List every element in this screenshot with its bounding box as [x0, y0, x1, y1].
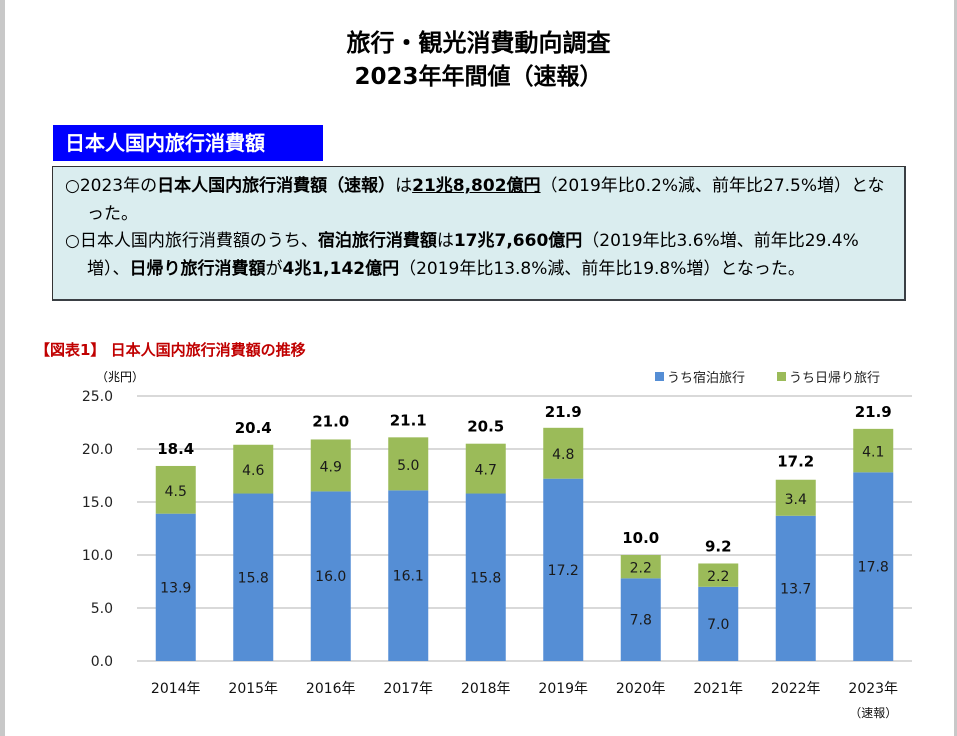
data-label-overnight: 16.0 [315, 569, 346, 585]
bar-segment-day-trip [388, 437, 429, 491]
data-label-overnight: 17.2 [548, 563, 579, 579]
data-label-overnight: 7.8 [630, 613, 652, 629]
data-label-overnight: 13.9 [160, 580, 191, 596]
x-tick-note: （速報） [849, 706, 897, 720]
y-tick-label: 10.0 [82, 548, 113, 564]
summary-text: は [436, 231, 454, 251]
bar-segment-overnight [853, 472, 894, 661]
summary-text: （2019年比13.8%減、前年比19.8%増）となった。 [399, 258, 805, 279]
total-label: 21.1 [390, 411, 427, 429]
data-label-overnight: 16.1 [393, 569, 424, 585]
x-tick-label: 2014年 [151, 681, 201, 697]
bar-segment-overnight [388, 490, 429, 661]
bar-segment-day-trip [698, 563, 739, 587]
data-label-day-trip: 4.9 [320, 459, 342, 475]
total-label: 20.4 [235, 419, 272, 437]
summary-bold-text: 日本人国内旅行消費額（速報） [157, 176, 396, 196]
bar-segment-overnight [465, 493, 506, 661]
bar-segment-day-trip [853, 428, 894, 473]
data-label-day-trip: 4.8 [552, 447, 574, 463]
x-tick-label: 2015年 [228, 681, 278, 697]
page-title: 旅行・観光消費動向調査 [346, 29, 611, 57]
x-tick-label: 2016年 [306, 681, 356, 697]
y-tick-label: 20.0 [82, 442, 113, 458]
x-tick-label: 2017年 [383, 681, 433, 697]
data-label-overnight: 15.8 [470, 570, 501, 586]
bar-segment-day-trip [310, 439, 351, 492]
bar-segment-day-trip [233, 444, 274, 494]
summary-paragraph-1: ○2023年の日本人国内旅行消費額（速報）は21兆8,802億円（2019年比0… [65, 173, 896, 228]
x-tick-label: 2022年 [771, 681, 821, 697]
total-label: 20.5 [467, 418, 504, 436]
summary-text: ○日本人国内旅行消費額のうち、 [65, 231, 318, 251]
summary-text: （2019年比3.6%増、前年比29.4%増）、 [87, 231, 859, 279]
total-label: 9.2 [705, 537, 732, 555]
data-label-overnight: 7.0 [707, 617, 729, 633]
x-tick-label: 2020年 [616, 681, 666, 697]
chart-title: 【図表1】 日本人国内旅行消費額の推移 [35, 341, 306, 359]
left-edge-bar [0, 0, 5, 736]
data-label-overnight: 13.7 [780, 581, 811, 597]
bar-segment-overnight [543, 478, 584, 661]
right-edge-bar [954, 0, 957, 736]
y-tick-label: 5.0 [91, 601, 113, 617]
y-tick-label: 25.0 [82, 389, 113, 405]
summary-box: ○2023年の日本人国内旅行消費額（速報）は21兆8,802億円（2019年比0… [52, 166, 906, 301]
total-label: 21.9 [545, 403, 582, 421]
bar-segment-day-trip [620, 555, 661, 579]
summary-paragraph-2: ○日本人国内旅行消費額のうち、宿泊旅行消費額は17兆7,660億円（2019年比… [65, 228, 896, 283]
bar-segment-day-trip [155, 465, 196, 514]
bar-segment-overnight [620, 578, 661, 661]
summary-bold-text: 宿泊旅行消費額 [317, 231, 437, 251]
total-label: 21.0 [312, 412, 349, 430]
total-label: 10.0 [622, 529, 659, 547]
data-label-day-trip: 4.5 [165, 484, 187, 500]
y-tick-label: 15.0 [82, 495, 113, 511]
data-label-day-trip: 4.7 [475, 463, 497, 479]
legend-swatch-overnight [655, 372, 664, 381]
y-tick-label: 0.0 [91, 654, 113, 670]
bar-segment-overnight [310, 491, 351, 661]
data-label-day-trip: 4.1 [862, 445, 884, 461]
page-subtitle: 2023年年間値（速報） [354, 64, 603, 90]
summary-text: ○2023年の [65, 176, 158, 196]
summary-total-amount: 21兆8,802億円 [412, 176, 541, 196]
bar-segment-overnight [155, 513, 196, 661]
y-axis-unit: （兆円） [96, 370, 144, 384]
data-label-day-trip: 4.6 [242, 463, 264, 479]
bar-segment-day-trip [465, 443, 506, 494]
bar-segment-overnight [775, 515, 816, 661]
x-tick-label: 2018年 [461, 681, 511, 697]
x-tick-label: 2023年 [848, 681, 898, 697]
total-label: 21.9 [855, 403, 892, 421]
legend-label-day-trip: うち日帰り旅行 [789, 370, 880, 386]
bar-segment-overnight [233, 493, 274, 661]
bar-segment-day-trip [543, 427, 584, 479]
data-label-day-trip: 5.0 [397, 458, 419, 474]
total-label: 18.4 [157, 440, 194, 458]
summary-daytrip-amount: 4兆1,142億円 [282, 258, 400, 279]
legend-swatch-day-trip [777, 372, 786, 381]
section-header: 日本人国内旅行消費額 [53, 125, 323, 161]
data-label-overnight: 17.8 [858, 560, 889, 576]
total-label: 17.2 [777, 453, 814, 471]
data-label-day-trip: 2.2 [630, 561, 652, 577]
data-label-day-trip: 3.4 [785, 492, 807, 508]
bar-segment-overnight [698, 586, 739, 661]
data-label-day-trip: 2.2 [707, 569, 729, 585]
legend-label-overnight: うち宿泊旅行 [667, 370, 745, 386]
x-tick-label: 2021年 [693, 681, 743, 697]
data-label-overnight: 15.8 [238, 570, 269, 586]
summary-text: （2019年比0.2%減、前年比27.5%増）となった。 [87, 176, 885, 224]
summary-bold-text: 日帰り旅行消費額 [129, 258, 266, 279]
summary-text: が [265, 258, 283, 279]
summary-overnight-amount: 17兆7,660億円 [453, 231, 583, 251]
x-tick-label: 2019年 [538, 681, 588, 697]
summary-text: は [395, 176, 413, 196]
bar-segment-day-trip [775, 479, 816, 516]
